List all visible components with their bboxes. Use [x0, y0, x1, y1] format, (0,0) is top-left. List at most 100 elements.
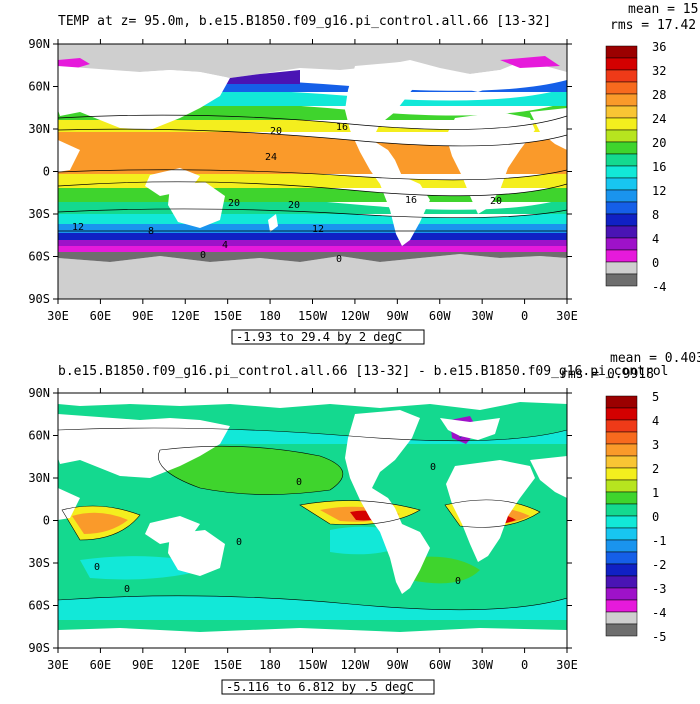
colorbar-swatch: [605, 177, 638, 191]
contour-label: 0: [94, 562, 100, 573]
contour-label: 16: [336, 122, 348, 133]
colorbar-swatch: [605, 539, 638, 553]
lon-tick-label: 90E: [132, 309, 154, 323]
colorbar-swatch: [605, 57, 638, 71]
panel-title: b.e15.B1850.f09_g16.pi_control.all.66 [1…: [58, 364, 668, 379]
band-6: [58, 231, 567, 240]
colorbar-label: 0: [652, 256, 659, 270]
lat-tick-label: 0: [43, 514, 50, 528]
colorbar-label: 28: [652, 88, 666, 102]
contour-label: 0: [455, 576, 461, 587]
contour-label: 12: [312, 224, 324, 235]
arctic-ice: [58, 393, 567, 410]
colorbar-swatch: [605, 45, 638, 59]
lat-tick-label: 90N: [28, 386, 50, 400]
colorbar-swatch: [605, 491, 638, 505]
colorbar-swatch: [605, 431, 638, 445]
colorbar-swatch: [605, 129, 638, 143]
colorbar-swatch: [605, 455, 638, 469]
colorbar: 5 4 3 2 1 0 -1 -2 -3 -4 -5: [605, 390, 666, 644]
colorbar-label: 24: [652, 112, 666, 126]
lon-tick-label: 30E: [556, 309, 578, 323]
lon-tick-label: 60W: [429, 658, 451, 672]
contour-labels: 20 16 24 20 16 20 12 8 4 12 0 0 20: [72, 122, 502, 265]
lon-tick-label: 30E: [556, 658, 578, 672]
colorbar-swatch: [605, 467, 638, 481]
colorbar-swatch: [605, 587, 638, 601]
lat-tick-label: 30N: [28, 471, 50, 485]
lon-tick-label: 30W: [471, 309, 493, 323]
colorbar-label: 0: [652, 510, 659, 524]
lon-tick-label: 150E: [213, 309, 242, 323]
arctic-ice: [58, 44, 567, 78]
contour-label: 4: [222, 240, 228, 251]
range-label-box: [231, 329, 425, 345]
lon-tick-label: 180: [259, 309, 281, 323]
antarctic-ice: [58, 628, 567, 648]
contour-lines: [58, 114, 567, 232]
lat-tick-label: 90S: [28, 292, 50, 306]
colorbar-label: 20: [652, 136, 666, 150]
colorbar-swatch: [605, 117, 638, 131]
lon-tick-label: 30W: [471, 658, 493, 672]
contour-label: 0: [336, 254, 342, 265]
colorbar-label: 5: [652, 390, 659, 404]
lon-tick-label: 90W: [386, 658, 408, 672]
colorbar-swatch: [605, 69, 638, 83]
colorbar-swatch: [605, 395, 638, 409]
contour-label: 20: [228, 198, 240, 209]
colorbar-swatch: [605, 261, 638, 275]
lat-tick-label: 60N: [28, 429, 50, 443]
lon-tick-label: 0: [521, 658, 528, 672]
band-0: [58, 250, 567, 262]
lon-tick-label: 60E: [90, 658, 112, 672]
lon-tick-label: 90W: [386, 309, 408, 323]
contour-label: 0: [430, 462, 436, 473]
lon-tick-label: 30E: [47, 309, 69, 323]
colorbar-label: -2: [652, 558, 666, 572]
anomaly-cool: [80, 526, 420, 580]
anomaly-positive-broad: [158, 446, 480, 584]
lat-tick-label: 90N: [28, 37, 50, 51]
contour-label: 0: [296, 477, 302, 488]
contour-label: 20: [288, 200, 300, 211]
colorbar-swatch: [605, 479, 638, 493]
colorbar-swatch: [605, 563, 638, 577]
range-label: -1.93 to 29.4 by 2 degC: [236, 330, 402, 344]
contour-label: 20: [270, 126, 282, 137]
lon-tick-label: 180: [259, 658, 281, 672]
lat-tick-label: 60S: [28, 599, 50, 613]
contour-label: 24: [265, 152, 277, 163]
contour-label: 0: [200, 250, 206, 261]
colorbar-label: 8: [652, 208, 659, 222]
antarctic-ice: [58, 254, 567, 299]
lat-tick-label: 30S: [28, 556, 50, 570]
lat-tick-label: 0: [43, 165, 50, 179]
map-area: [58, 44, 567, 299]
colorbar-label: -5: [652, 630, 666, 644]
colorbar-label: -4: [652, 280, 666, 294]
lat-tick-label: 30N: [28, 122, 50, 136]
anomaly-zero-band: [58, 428, 567, 620]
lat-tick-label: 60N: [28, 80, 50, 94]
contour-label: 8: [148, 226, 154, 237]
colorbar-swatch: [605, 575, 638, 589]
range-label-box: [221, 679, 435, 695]
map-area: [58, 393, 567, 648]
land: [58, 62, 567, 246]
lat-tick-label: 60S: [28, 250, 50, 264]
colorbar-label: 16: [652, 160, 666, 174]
colorbar-label: 1: [652, 486, 659, 500]
contour-label: 20: [490, 196, 502, 207]
lon-tick-label: 150E: [213, 658, 242, 672]
colorbar-swatch: [605, 515, 638, 529]
lon-tick-label: 30E: [47, 658, 69, 672]
colorbar-label: -3: [652, 582, 666, 596]
colorbar-label: 32: [652, 64, 666, 78]
colorbar-swatch: [605, 599, 638, 613]
band-warm: [58, 129, 567, 174]
range-label: -5.116 to 6.812 by .5 degC: [226, 680, 414, 694]
colorbar-swatch: [605, 213, 638, 227]
colorbar-swatch: [605, 527, 638, 541]
